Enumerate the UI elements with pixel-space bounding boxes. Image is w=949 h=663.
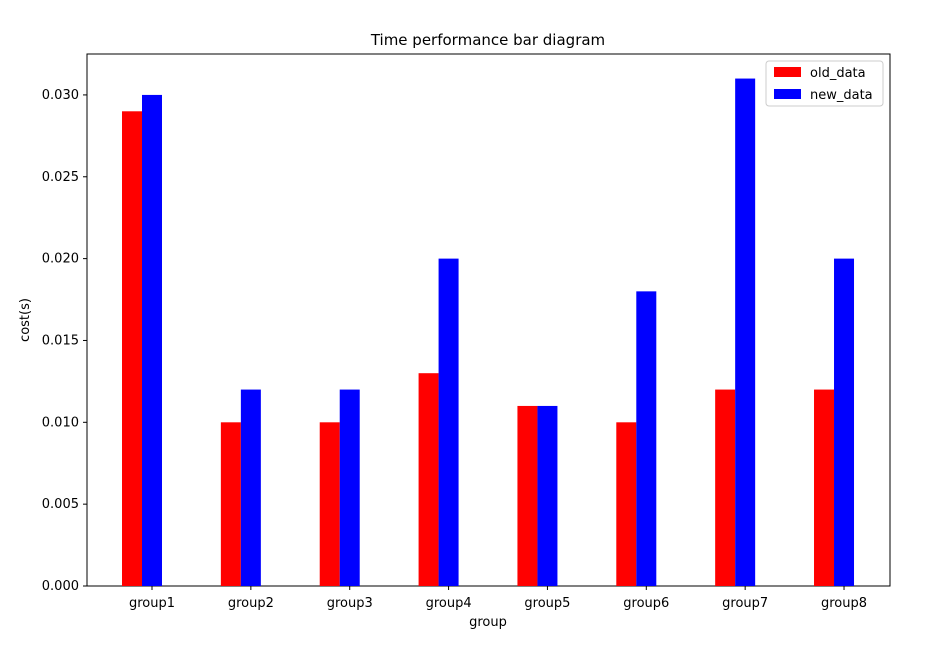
bar-old_data-group5 [517, 405, 538, 586]
x-tick-label: group2 [228, 596, 274, 611]
plot-frame [86, 53, 891, 587]
y-tick-label: 0.015 [42, 333, 79, 348]
bar-old_data-group6 [616, 422, 637, 586]
plot-area: 0.000 0.005 0.010 0.015 0.020 0.025 0.030 group… [42, 53, 891, 611]
bar-new_data-group7 [735, 78, 756, 587]
legend-label-new_data: new_data [810, 88, 873, 103]
legend-swatch-old_data [774, 67, 801, 77]
y-tick-label: 0.025 [42, 170, 79, 185]
y-tick-label: 0.000 [42, 579, 79, 594]
x-tick-label: group3 [327, 596, 373, 611]
legend: old_data new_data [765, 60, 884, 107]
bar-old_data-group4 [418, 373, 439, 586]
chart-title: Time performance bar diagram [370, 31, 605, 49]
legend-label-old_data: old_data [810, 66, 866, 81]
y-tick-label: 0.005 [42, 497, 79, 512]
y-axis-title: cost(s) [18, 298, 33, 342]
bar-old_data-group2 [220, 422, 241, 586]
y-tick-label: 0.020 [42, 252, 79, 267]
bar-old_data-group7 [715, 389, 736, 586]
bar-new_data-group4 [438, 258, 459, 586]
x-axis-title: group [469, 615, 507, 630]
y-tick-label: 0.030 [42, 88, 79, 103]
x-tick-label: group6 [623, 596, 669, 611]
x-tick-label: group1 [129, 596, 175, 611]
bar-old_data-group1 [122, 111, 142, 587]
bar-new_data-group8 [834, 258, 855, 586]
legend-swatch-new_data [774, 89, 801, 99]
bar-new_data-group2 [240, 389, 261, 586]
x-tick-label: group7 [722, 596, 768, 611]
bar-new_data-group1 [142, 94, 162, 586]
y-tick-label: 0.010 [42, 415, 79, 430]
bar-new_data-group6 [636, 291, 657, 586]
bar-old_data-group3 [319, 422, 340, 586]
bar-new_data-group3 [339, 389, 360, 586]
bar-new_data-group5 [537, 405, 558, 586]
x-tick-label: group5 [524, 596, 570, 611]
bar-old_data-group8 [814, 389, 835, 586]
x-tick-label: group8 [821, 596, 867, 611]
x-tick-label: group4 [426, 596, 472, 611]
